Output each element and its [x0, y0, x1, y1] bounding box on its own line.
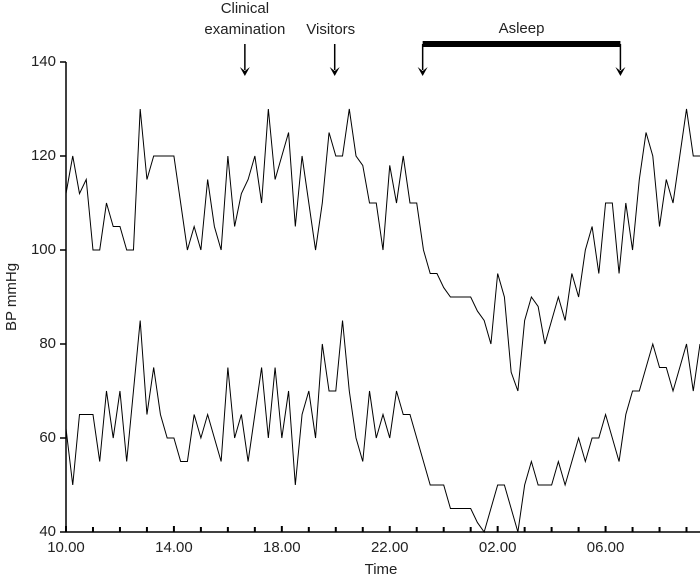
- bp-line: [65, 320, 700, 534]
- y-axis-label: BP mmHg: [3, 263, 20, 331]
- arrow-head: [615, 67, 626, 76]
- y-tick-label: 120: [31, 147, 56, 164]
- asleep-bar: [422, 41, 621, 47]
- annotation-label: Visitors: [306, 21, 355, 38]
- y-tick-label: 60: [39, 429, 56, 446]
- x-tick-label: 06.00: [587, 539, 625, 556]
- bp-line: [65, 108, 700, 392]
- y-tick-label: 100: [31, 241, 56, 258]
- x-tick-label: 18.00: [263, 539, 301, 556]
- x-tick-label: 14.00: [155, 539, 193, 556]
- y-tick-label: 80: [39, 335, 56, 352]
- x-tick-label: 02.00: [479, 539, 517, 556]
- arrow-head: [417, 67, 428, 76]
- y-tick-label: 40: [39, 523, 56, 540]
- y-tick-label: 140: [31, 53, 56, 70]
- arrow-head: [329, 67, 340, 76]
- arrow-head: [239, 67, 250, 76]
- x-tick-label: 22.00: [371, 539, 409, 556]
- x-axis-label: Time: [365, 561, 398, 578]
- annotation-label: Asleep: [499, 20, 545, 37]
- x-tick-label: 10.00: [47, 539, 85, 556]
- annotation-label: Clinical: [221, 0, 269, 17]
- annotation-label: examination: [204, 21, 285, 38]
